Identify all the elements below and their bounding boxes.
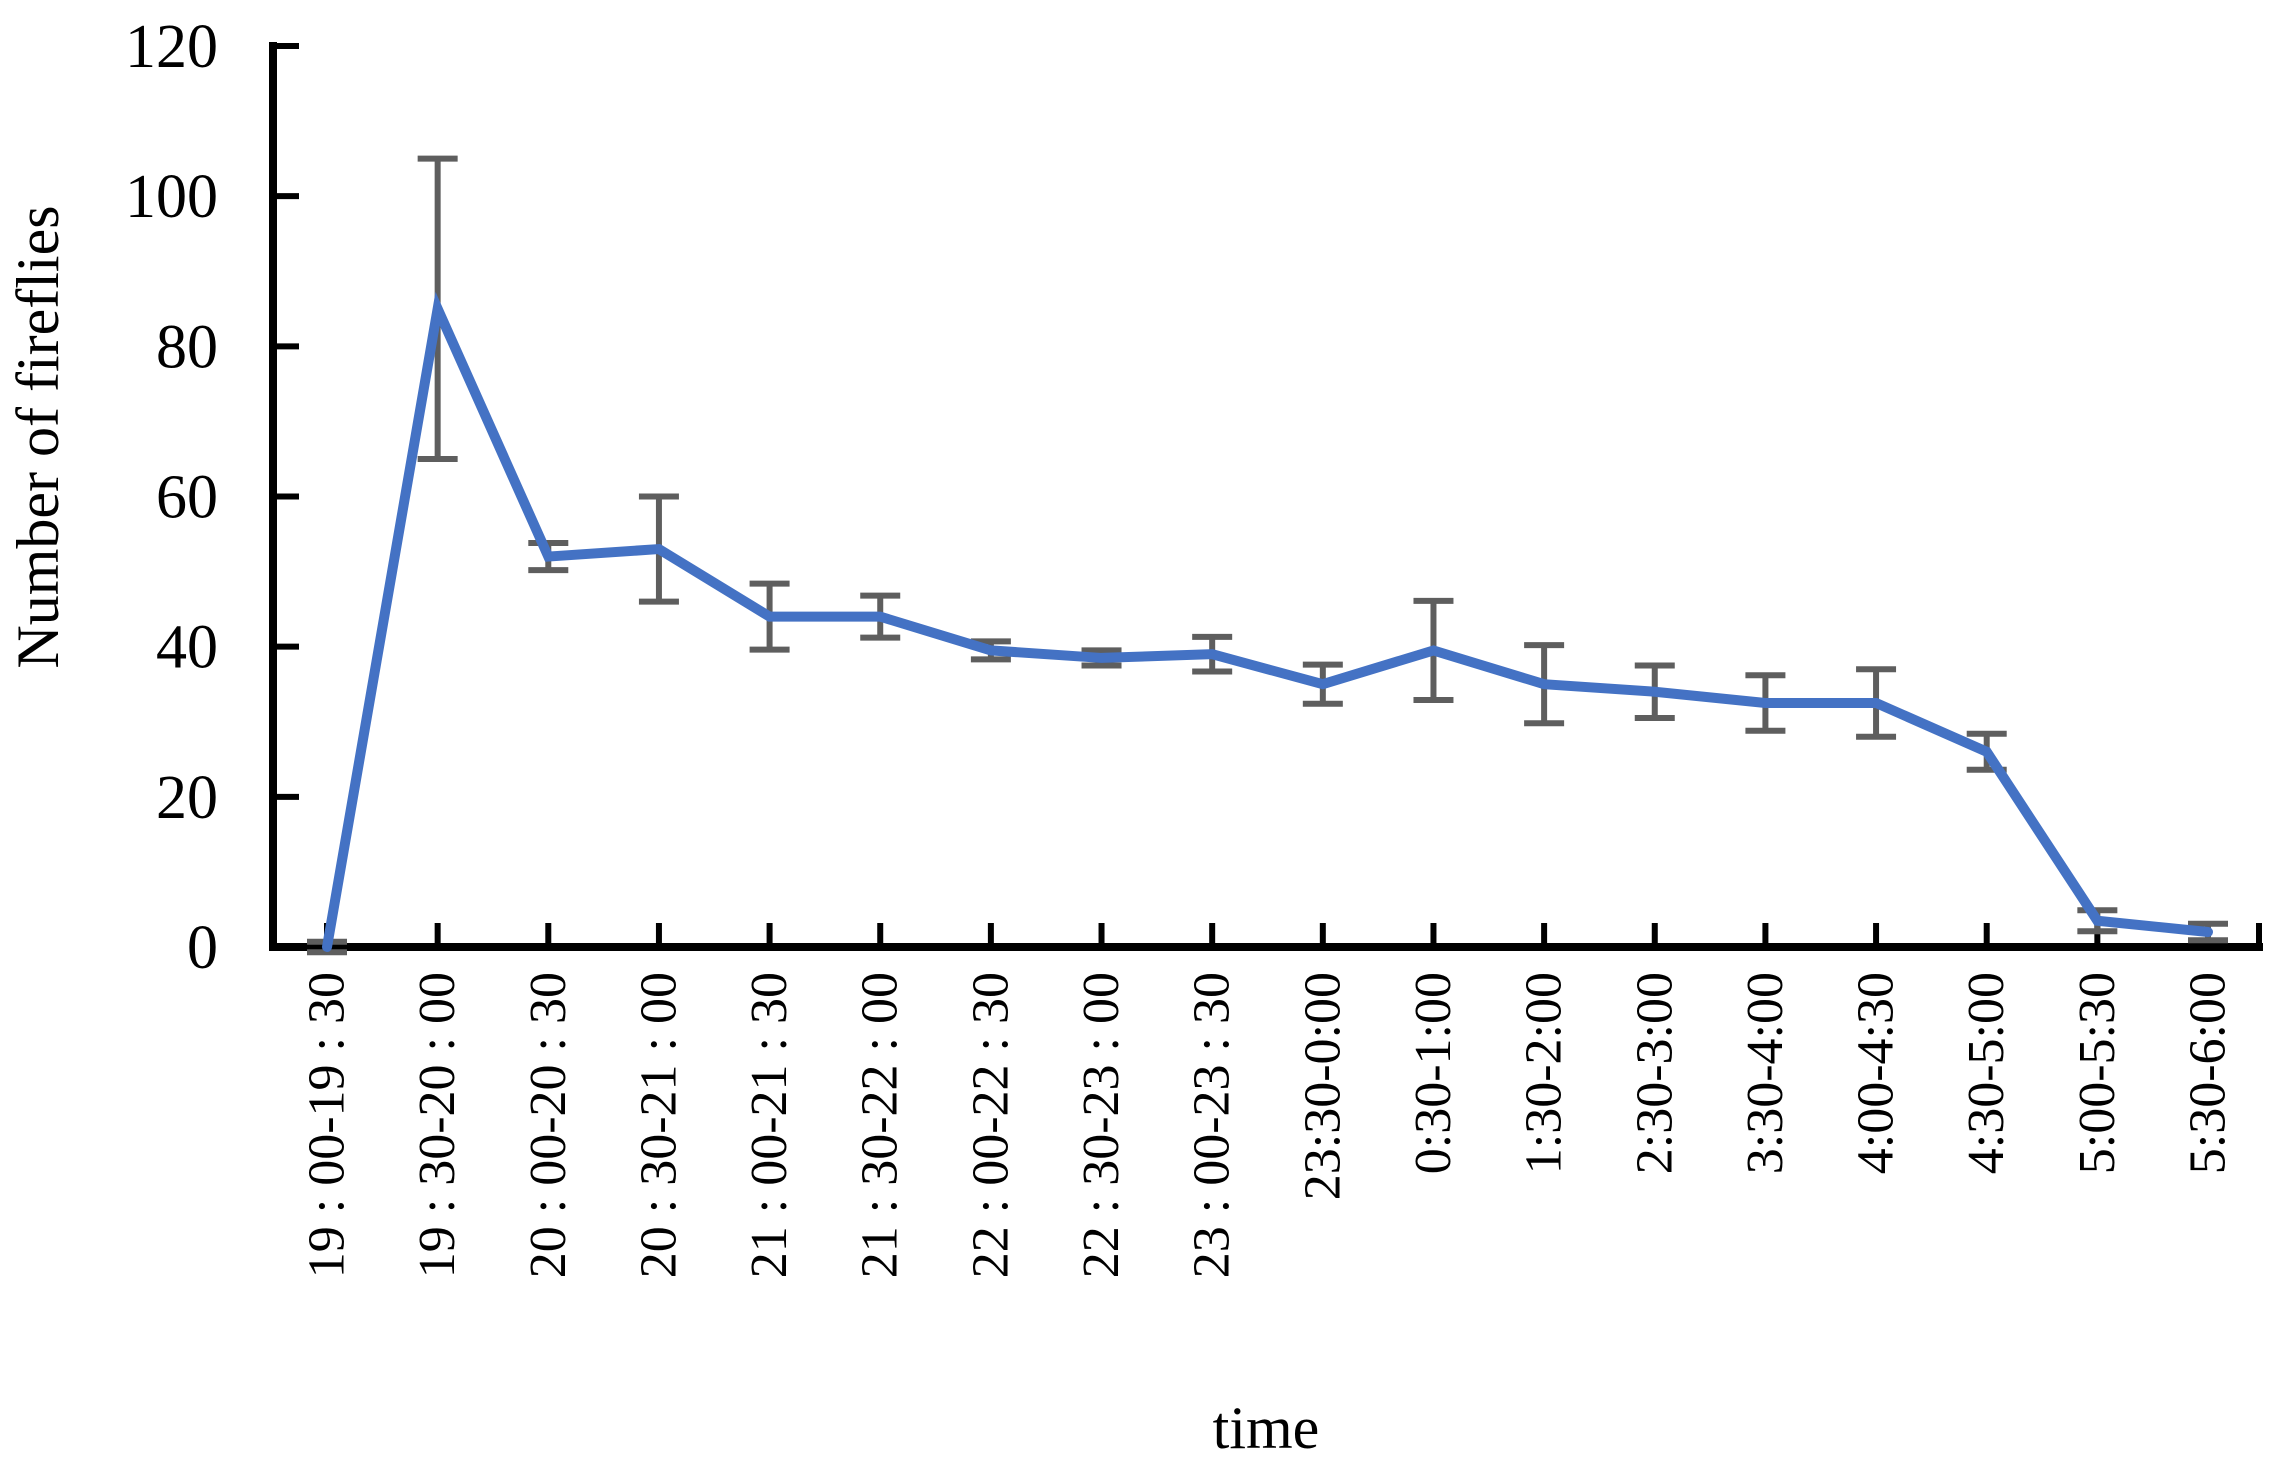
y-tick-label: 20 [156,764,218,832]
plot-area: 0 20 40 60 80 100 120 19 : 00-19 : 30 19 : 30-20… [125,13,2263,1278]
x-tick-label: 22 : 00-22 : 30 [962,972,1019,1278]
x-tick-label: 21 : 00-21 : 30 [741,972,798,1278]
x-tick-label: 23:30-0:00 [1294,972,1351,1200]
y-axis-title: Number of fireflies [5,205,71,668]
x-tick-label: 22 : 30-23 : 00 [1073,972,1130,1278]
data-line [322,291,2213,952]
x-tick-label: 19 : 30-20 : 00 [409,972,466,1278]
x-tick-label: 23 : 00-23 : 30 [1184,972,1241,1278]
x-tick-label: 5:00-5:30 [2069,972,2126,1174]
x-tick-label: 0:30-1:00 [1405,972,1462,1174]
x-tick-label: 20 : 00-20 : 30 [520,972,577,1278]
x-tick-label: 20 : 30-21 : 00 [630,972,687,1278]
x-tick-label: 19 : 00-19 : 30 [299,972,356,1278]
y-tick-label: 0 [187,914,218,982]
axis-lines [269,42,2263,951]
x-tick-label: 4:00-4:30 [1848,972,1905,1174]
y-tick-label: 40 [156,614,218,682]
y-tick-label: 120 [125,13,218,81]
y-tick-label: 100 [125,163,218,231]
y-tick-label: 80 [156,313,218,381]
x-tick-label: 2:30-3:00 [1626,972,1683,1174]
x-tick-label: 5:30-6:00 [2180,972,2237,1174]
x-tick-label: 3:30-4:00 [1737,972,1794,1174]
y-tick-label: 60 [156,464,218,532]
x-tick-label: 1:30-2:00 [1516,972,1573,1174]
x-tick-label: 4:30-5:00 [1958,972,2015,1174]
x-axis-title: time [1213,1395,1320,1461]
x-tick-label: 21 : 30-22 : 00 [852,972,909,1278]
